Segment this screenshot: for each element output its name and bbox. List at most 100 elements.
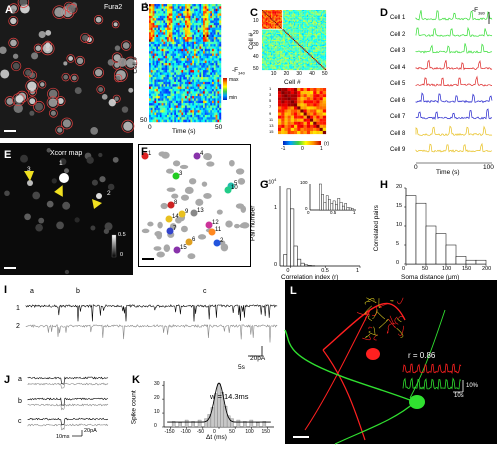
corr-cell	[294, 66, 295, 67]
corr-cell	[318, 24, 319, 25]
corr-cell	[312, 40, 313, 41]
corr-cell	[267, 56, 268, 57]
heatmap-cell	[187, 70, 189, 73]
heatmap-cell	[212, 91, 214, 94]
corr-cell	[299, 59, 300, 60]
corr-cell	[263, 47, 264, 48]
heatmap-cell	[208, 44, 210, 47]
corr-cell	[266, 53, 267, 54]
corr-cell	[309, 44, 310, 45]
corr-cell	[318, 65, 319, 66]
corr-cell	[320, 59, 321, 60]
corr-cell	[306, 20, 307, 21]
heatmap-cell	[208, 4, 210, 7]
heatmap-cell	[181, 70, 183, 73]
corr-cell	[265, 22, 266, 23]
heatmap-cell	[207, 11, 209, 14]
corr-cell	[309, 51, 310, 52]
heatmap-cell	[219, 120, 221, 123]
heatmap-cell	[203, 110, 205, 113]
corr-cell	[295, 54, 296, 55]
xcorr-blob	[92, 180, 98, 186]
heatmap-cell	[216, 37, 218, 40]
corr-cell	[267, 45, 268, 46]
corr-cell	[281, 62, 282, 63]
heatmap-cell	[172, 70, 174, 73]
heatmap-cell	[192, 87, 194, 90]
corr-cell	[277, 54, 278, 55]
heatmap-cell	[189, 103, 191, 106]
heatmap-cell	[160, 117, 162, 120]
corr-cell	[285, 59, 286, 60]
heatmap-cell	[167, 120, 169, 123]
heatmap-cell	[181, 37, 183, 40]
corr-cell	[271, 34, 272, 35]
heatmap-cell	[207, 103, 209, 106]
heatmap-cell	[163, 94, 165, 97]
heatmap-cell	[207, 32, 209, 35]
cell-body	[198, 234, 206, 239]
corr-cell	[279, 35, 280, 36]
corr-cell	[316, 23, 317, 24]
heatmap-cell	[174, 56, 176, 59]
corr-cell	[311, 36, 312, 37]
heatmap-cell	[219, 75, 221, 78]
heatmap-cell	[162, 98, 164, 101]
heatmap-cell	[174, 37, 176, 40]
corr-cell	[274, 59, 275, 60]
heatmap-cell	[183, 82, 185, 85]
heatmap-cell	[214, 42, 216, 45]
corr-cell	[304, 54, 305, 55]
corr-cell	[300, 11, 301, 12]
heatmap-cell	[154, 35, 156, 38]
heatmap-cell	[171, 77, 173, 80]
xcorr-hotspot	[96, 193, 102, 199]
heatmap-cell	[212, 46, 214, 49]
corr-cell	[268, 41, 269, 42]
heatmap-cell	[165, 30, 167, 33]
heatmap-cell	[162, 28, 164, 31]
corr-cell	[276, 10, 277, 11]
fura2-cell	[123, 122, 132, 131]
heatmap-cell	[207, 84, 209, 87]
heatmap-cell	[199, 56, 201, 59]
heatmap-cell	[160, 54, 162, 57]
corr-cell	[313, 30, 314, 31]
heatmap-cell	[201, 51, 203, 54]
heatmap-cell	[219, 32, 221, 35]
corr-cell	[303, 33, 304, 34]
corr-cell	[313, 26, 314, 27]
heatmap-cell	[167, 84, 169, 87]
heatmap-cell	[156, 91, 158, 94]
corr-cell	[279, 39, 280, 40]
heatmap-cell	[190, 65, 192, 68]
corr-cell	[297, 38, 298, 39]
heatmap-cell	[156, 23, 158, 26]
heatmap-cell	[151, 49, 153, 52]
heatmap-cell	[174, 21, 176, 24]
heatmap-cell	[185, 82, 187, 85]
heatmap-cell	[180, 68, 182, 71]
heatmap-cell	[185, 105, 187, 108]
corr-cell	[300, 23, 301, 24]
heatmap-cell	[205, 18, 207, 21]
heatmap-cell	[180, 77, 182, 80]
heatmap-cell	[219, 96, 221, 99]
zoom-corr-cell	[297, 119, 300, 122]
corr-cell	[303, 58, 304, 59]
corr-cell	[270, 26, 271, 27]
corr-cell	[275, 65, 276, 66]
heatmap-cell	[210, 28, 212, 31]
heatmap-cell	[156, 105, 158, 108]
corr-cell	[289, 45, 290, 46]
corr-cell	[302, 24, 303, 25]
corr-cell	[268, 14, 269, 15]
heatmap-cell	[187, 23, 189, 26]
heatmap-cell	[181, 18, 183, 21]
heatmap-cell	[194, 82, 196, 85]
corr-cell	[297, 59, 298, 60]
heatmap-cell	[156, 54, 158, 57]
heatmap-cell	[163, 75, 165, 78]
heatmap-cell	[153, 96, 155, 99]
corr-cell	[277, 16, 278, 17]
